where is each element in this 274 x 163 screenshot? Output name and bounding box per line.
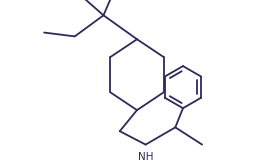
Text: NH: NH [138, 152, 153, 162]
